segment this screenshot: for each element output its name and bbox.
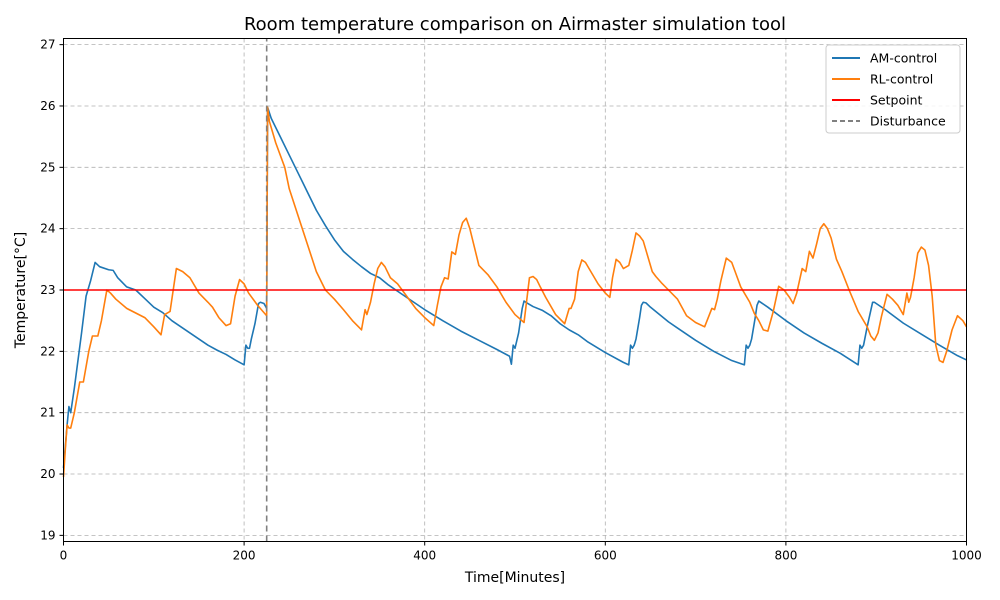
y-axis-title: Temperature[°C] [13,232,29,349]
am-control-line [62,106,967,468]
legend-label-setpoint: Setpoint [870,93,923,108]
x-tick-label: 800 [774,549,797,563]
chart-title: Room temperature comparison on Airmaster… [244,14,786,35]
y-tick-label: 21 [40,406,55,420]
y-tick-label: 24 [40,222,55,236]
x-tick-label: 400 [413,549,436,563]
x-tick-label: 200 [233,549,256,563]
legend-label-am-control: AM-control [870,51,937,66]
series-group [62,38,968,542]
legend-label-disturbance: Disturbance [870,114,946,129]
x-tick-label: 0 [60,549,68,563]
legend-label-rl-control: RL-control [870,72,933,87]
x-tick-label: 1000 [951,549,982,563]
y-tick-label: 19 [40,528,55,542]
legend: AM-control RL-control Setpoint Disturbance [825,44,961,134]
y-tick-label: 22 [40,344,55,358]
y-tick-label: 27 [40,38,55,52]
legend-box [825,44,961,134]
grid [63,38,967,542]
y-tick-label: 25 [40,160,55,174]
rl-control-line [62,106,968,478]
y-tick-label: 20 [40,467,55,481]
x-tick-label: 600 [594,549,617,563]
y-tick-label: 23 [40,283,55,297]
x-axis-title: Time[Minutes] [464,570,565,586]
y-tick-label: 26 [40,99,55,113]
ticks: 0 200 400 600 800 1000 19 20 21 22 23 24 25 26 27 [40,38,982,563]
